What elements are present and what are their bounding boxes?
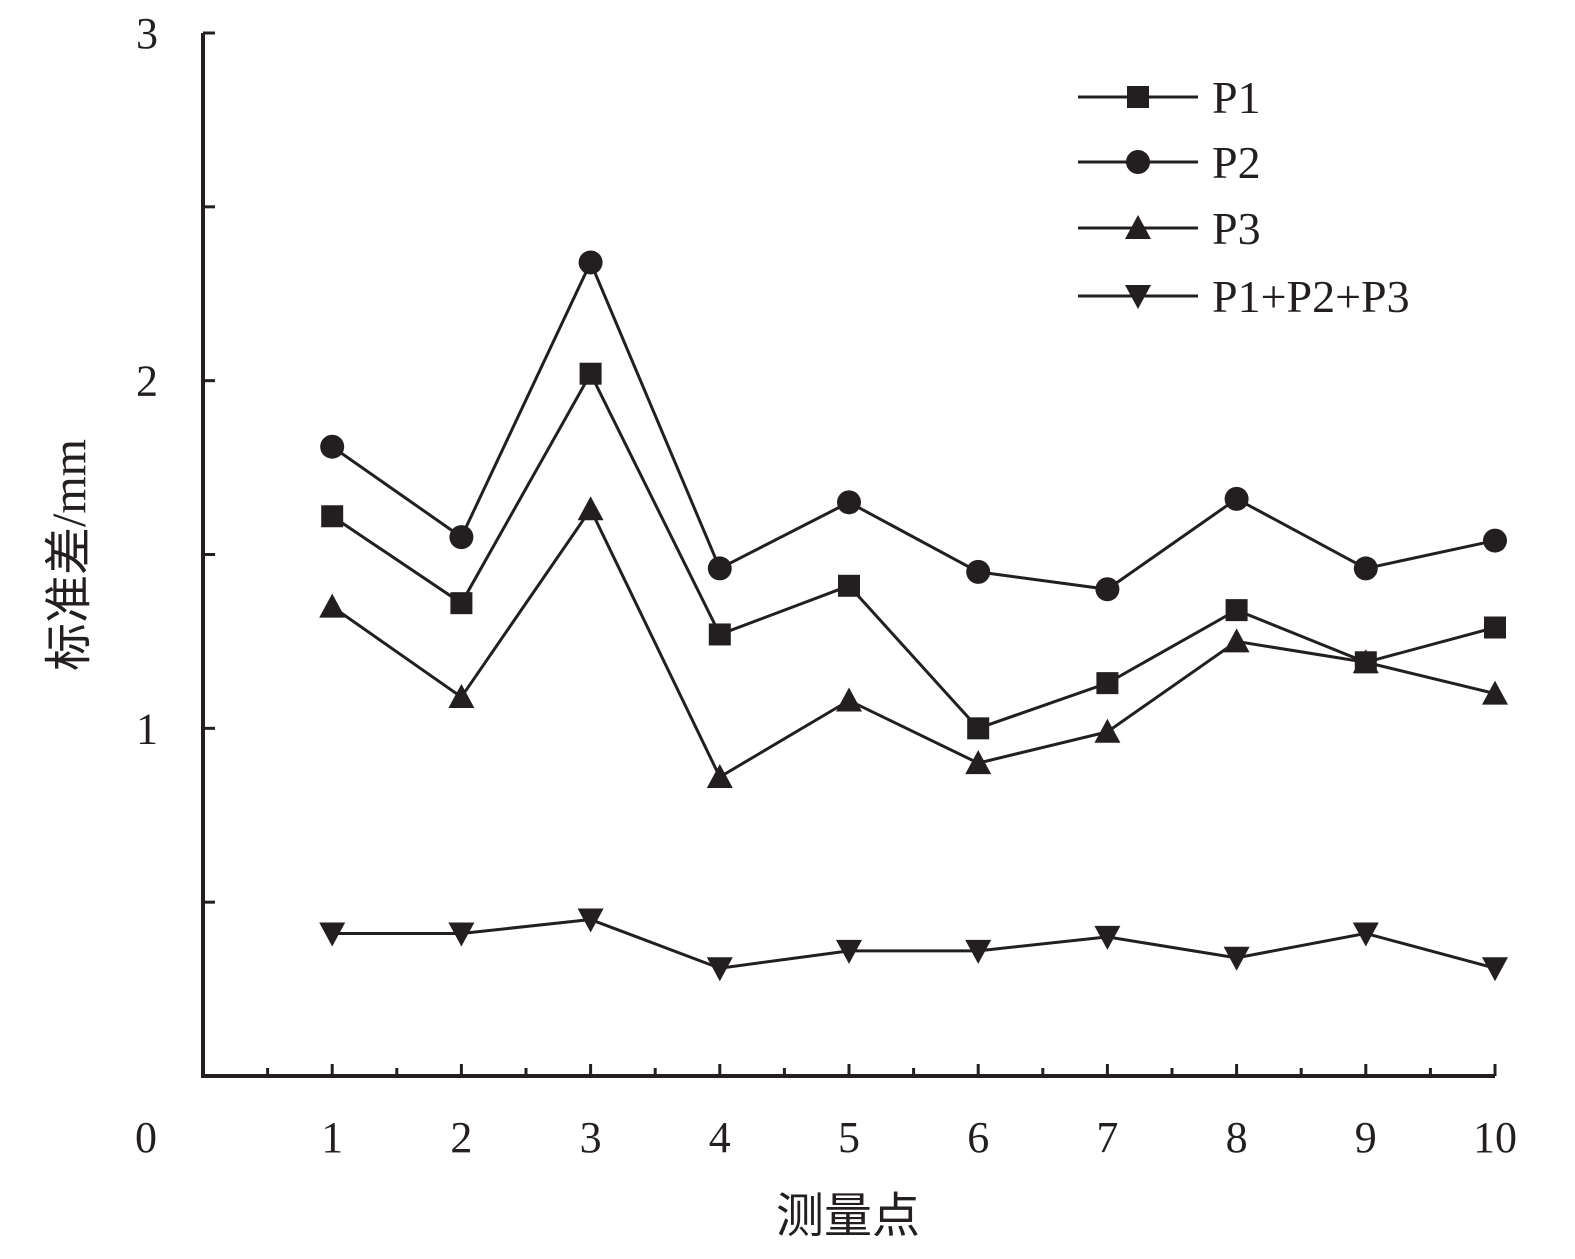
data-point [1225,599,1248,622]
data-point [837,490,861,515]
data-point [1352,649,1379,674]
data-point [319,593,346,618]
legend-item: P3 [1078,203,1261,254]
series-1 [321,362,1506,740]
data-point [579,362,602,385]
x-tick-label: 9 [1355,1113,1377,1162]
x-tick-label: 7 [1096,1113,1118,1162]
data-point [966,559,991,584]
data-point [1353,556,1378,581]
legend-label: P1+P2+P3 [1212,271,1410,322]
data-point [1223,628,1250,653]
data-point [706,957,733,982]
legend-label: P3 [1212,203,1261,254]
data-point [836,687,862,712]
legend-label: P2 [1212,137,1261,188]
series-line [331,258,1496,591]
data-point [448,684,475,709]
data-point [1096,672,1119,695]
x-tick-label: 10 [1473,1113,1517,1162]
data-point [577,496,604,521]
data-point [1483,528,1507,553]
y-tick-label: 1 [136,704,158,753]
data-point [708,623,731,646]
x-tick-label: 5 [838,1113,860,1162]
series-3 [319,496,1508,789]
series [319,250,1508,982]
series-line [331,370,1496,731]
data-point [836,939,862,964]
data-point [965,939,992,964]
data-point [1352,922,1379,947]
legend-item: P2 [1078,137,1261,188]
x-tick-label: 1 [321,1113,343,1162]
series-line [331,506,1496,780]
legend-marker [1127,86,1149,108]
x-tick-label: 8 [1226,1113,1248,1162]
data-point [578,250,603,275]
data-point [448,922,475,947]
data-point [1484,616,1506,639]
y-tick-label: 3 [136,9,158,58]
data-point [321,505,344,528]
data-point [1482,680,1508,705]
data-point [707,556,732,581]
x-axis-title: 测量点 [776,1190,920,1243]
series-2 [320,250,1507,602]
x-tick-label: 6 [967,1113,989,1162]
legend-item: P1+P2+P3 [1078,271,1410,322]
data-point [965,750,992,775]
legend-label: P1 [1212,72,1261,123]
data-point [838,574,860,597]
data-point [1094,925,1121,950]
data-point [577,908,604,933]
data-point [1482,957,1508,982]
ticks: 1 2 3 0 1 2 3 4 5 6 7 8 9 10 [135,9,1517,1162]
legend-marker [1125,285,1151,309]
data-point [450,592,473,615]
x-tick-label: 3 [580,1113,602,1162]
data-point [706,764,733,789]
x-tick-label: 2 [450,1113,472,1162]
series-line [332,918,1496,970]
data-point [449,525,474,550]
x-tick-label: 4 [709,1113,731,1162]
legend: P1 P2 P3 P1+P2+P3 [1078,72,1410,322]
data-point [967,717,990,740]
data-point [319,922,346,947]
data-point [1094,718,1121,743]
data-point [320,434,345,459]
data-point [1095,577,1120,602]
series-4 [319,908,1508,982]
y-axis-title: 标准差/mm [43,439,96,671]
x-tick-label: 0 [135,1113,157,1162]
axes [201,33,1495,1078]
data-point [1223,946,1250,971]
legend-marker [1126,150,1150,174]
legend-marker [1125,215,1151,239]
y-tick-label: 2 [136,357,158,406]
legend-item: P1 [1078,72,1261,123]
data-point [1224,486,1249,511]
